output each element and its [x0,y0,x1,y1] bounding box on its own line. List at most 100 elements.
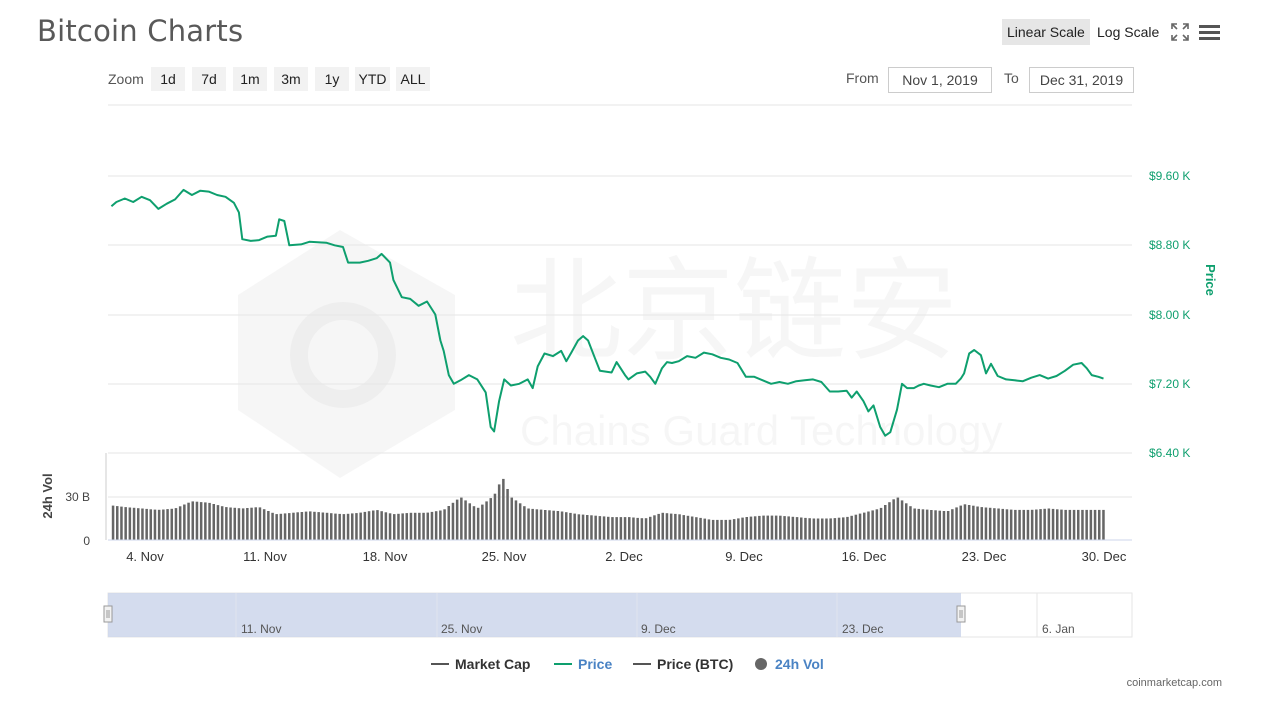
volume-bar [342,514,346,540]
navigator-left-handle[interactable] [103,605,113,623]
volume-bar [917,508,921,540]
navigator-selection[interactable] [108,593,961,637]
menu-icon[interactable] [1199,24,1221,47]
legend-label: Market Cap [455,656,531,672]
volume-bar [837,517,841,540]
volume-bar [422,512,425,540]
price-tick-label: $6.40 K [1149,446,1190,460]
volume-bar [292,512,295,540]
volume-bar [909,506,912,540]
legend-item-price[interactable]: Price [554,654,612,674]
volume-bar [506,489,509,540]
x-tick-label: 9. Dec [725,549,763,564]
volume-bar [1009,509,1013,540]
volume-bar [170,508,174,540]
volume-bar [476,507,480,540]
volume-bar [888,502,891,540]
volume-bar [124,507,127,540]
zoom-1m-button[interactable]: 1m [233,67,267,91]
volume-bar [548,510,551,540]
legend-item-market-cap[interactable]: Market Cap [431,654,530,674]
volume-bar [376,510,379,540]
volume-bar [967,505,971,540]
volume-bar [934,510,937,540]
volume-axis-title: 24h Vol [40,473,55,518]
volume-bar [309,511,312,540]
volume-bar [523,506,526,540]
volume-bar [434,511,438,540]
legend-item-24h-vol[interactable]: 24h Vol [755,654,824,674]
volume-bar [573,513,576,540]
volume-bar [149,509,153,540]
zoom-3m-button[interactable]: 3m [274,67,308,91]
fullscreen-icon[interactable] [1171,23,1189,46]
volume-bar [993,508,996,540]
volume-bar [1047,508,1051,540]
to-date-input[interactable]: Dec 31, 2019 [1029,67,1134,93]
legend-swatch [431,663,449,665]
volume-bar [976,506,979,540]
volume-bar [946,511,950,540]
volume-bar [380,511,383,540]
volume-bar [569,512,572,540]
volume-bar [544,510,547,540]
volume-bar [346,513,350,540]
volume-bar [758,515,761,540]
log-scale-button[interactable]: Log Scale [1097,24,1160,40]
zoom-7d-button[interactable]: 7d [192,67,226,91]
volume-bar [774,515,778,540]
navigator[interactable]: 11. Nov 25. Nov 9. Dec 23. Dec 6. Jan [103,592,1133,638]
linear-scale-button[interactable]: Linear Scale [1002,19,1090,45]
volume-bar [598,516,602,540]
volume-bar [724,519,728,540]
volume-bar [577,514,581,540]
volume-bar [212,504,216,540]
volume-bar [330,513,333,540]
volume-bar [393,514,396,540]
volume-bar [216,505,220,540]
legend-item-price-btc[interactable]: Price (BTC) [633,654,733,674]
volume-bar [762,515,765,540]
price-tick-label: $8.80 K [1149,238,1190,252]
volume-bar [737,518,740,540]
volume-bar [816,518,820,540]
volume-bar [602,516,606,540]
volume-bar [1022,509,1026,540]
from-date-input[interactable]: Nov 1, 2019 [888,67,992,93]
x-tick-label: 16. Dec [842,549,887,564]
navigator-tick-label: 23. Dec [842,622,883,636]
zoom-all-button[interactable]: ALL [396,67,430,91]
volume-bar [397,513,400,540]
zoom-ytd-button[interactable]: YTD [355,67,390,91]
zoom-1d-button[interactable]: 1d [151,67,185,91]
volume-bar [653,515,656,540]
volume-bar [586,515,589,540]
volume-bar [669,513,673,540]
volume-bar [153,509,157,540]
volume-bar [959,505,963,540]
navigator-tick-label: 9. Dec [641,622,676,636]
price-tick-label: $8.00 K [1149,308,1190,322]
volume-bar [1064,509,1067,540]
volume-bar [384,512,388,540]
volume-bar [711,519,715,540]
volume-bar [514,500,518,540]
credit-link[interactable]: coinmarketcap.com [1126,677,1222,689]
volume-bar [493,493,497,540]
navigator-right-handle[interactable] [956,605,966,623]
volume-bar [405,513,409,540]
volume-bar [1056,509,1059,540]
volume-bar [413,512,417,540]
zoom-1y-button[interactable]: 1y [315,67,349,91]
volume-bar [325,512,329,540]
volume-bar [1035,509,1038,540]
volume-bar [770,515,774,540]
volume-bar [426,512,430,540]
volume-bar [867,511,870,540]
volume-bar [821,518,824,540]
navigator-tick-label: 6. Jan [1042,622,1075,636]
volume-bar [804,517,807,540]
volume-bar [846,516,849,540]
watermark-en-text: Chains Guard Technology [520,407,1003,454]
